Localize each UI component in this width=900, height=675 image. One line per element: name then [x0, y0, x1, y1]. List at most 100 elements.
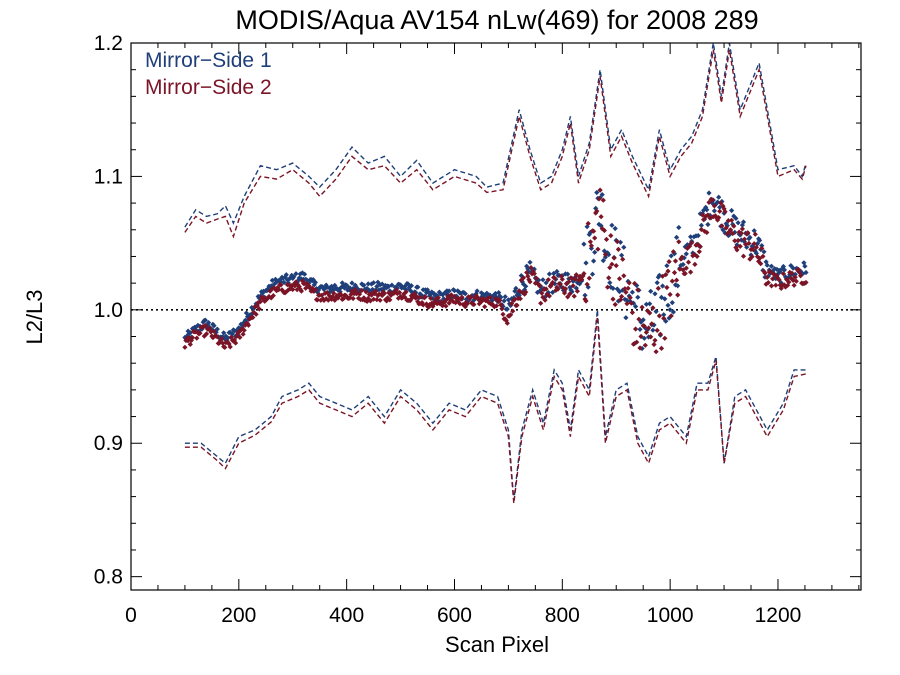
legend-entry-2: Mirror−Side 2: [145, 76, 272, 99]
data-point: [648, 334, 654, 340]
data-point: [387, 297, 393, 303]
data-point: [702, 228, 708, 234]
data-point: [759, 245, 765, 251]
data-point: [633, 303, 639, 310]
data-point: [220, 334, 226, 340]
data-point: [474, 288, 480, 294]
data-point: [758, 261, 764, 267]
data-point: [762, 270, 768, 276]
data-point: [790, 277, 796, 283]
data-point: [260, 290, 266, 296]
data-point: [571, 293, 577, 299]
data-point: [242, 322, 248, 328]
data-point: [290, 275, 296, 281]
data-point: [363, 289, 369, 295]
data-point: [412, 291, 418, 297]
data-point: [572, 276, 578, 282]
data-point: [208, 329, 214, 335]
data-point: [419, 300, 425, 306]
data-point: [657, 331, 663, 337]
data-point: [704, 229, 710, 236]
data-point: [497, 297, 503, 303]
data-point: [675, 283, 681, 289]
data-point: [643, 301, 649, 307]
data-point: [267, 288, 273, 294]
data-point: [263, 297, 269, 303]
data-point: [493, 303, 500, 309]
data-point: [729, 207, 735, 214]
data-point: [332, 297, 338, 303]
series-1-upper-line: [184, 43, 807, 228]
data-point: [275, 285, 281, 291]
data-point: [436, 289, 442, 295]
data-point: [278, 282, 284, 288]
data-point: [729, 217, 735, 223]
x-axis-label: Scan Pixel: [445, 632, 549, 657]
data-point: [284, 277, 290, 283]
data-point: [723, 225, 729, 231]
data-point: [447, 297, 453, 303]
data-point: [566, 276, 572, 282]
data-point: [786, 279, 792, 285]
data-point: [193, 329, 199, 335]
data-point: [299, 278, 305, 284]
data-point: [609, 261, 615, 267]
data-point: [777, 269, 783, 275]
data-point: [278, 279, 284, 285]
data-point: [759, 243, 765, 249]
data-point: [323, 282, 329, 288]
data-point: [443, 303, 449, 309]
data-point: [724, 231, 730, 237]
data-point: [470, 293, 476, 299]
data-point: [374, 297, 380, 303]
data-point: [530, 269, 536, 275]
data-point: [632, 280, 638, 287]
data-point: [567, 291, 573, 297]
data-point: [403, 289, 409, 295]
data-point: [372, 291, 378, 297]
data-point: [332, 282, 338, 288]
data-point: [600, 258, 606, 264]
data-point: [505, 297, 511, 303]
data-point: [738, 230, 744, 236]
data-point: [371, 280, 377, 286]
data-point: [304, 281, 310, 287]
data-point: [658, 294, 665, 300]
data-point: [745, 230, 751, 236]
data-point: [624, 297, 630, 303]
data-point: [409, 295, 415, 301]
data-point: [743, 241, 749, 247]
data-point: [477, 296, 483, 302]
data-point: [365, 281, 371, 287]
data-point: [214, 326, 220, 332]
data-point: [214, 334, 220, 340]
data-point: [671, 270, 678, 276]
y-tick-label: 1.2: [94, 32, 123, 55]
data-point: [468, 294, 474, 300]
data-point: [598, 223, 604, 229]
data-point: [522, 291, 528, 297]
data-point: [240, 331, 246, 337]
data-point: [706, 199, 712, 205]
data-point: [357, 291, 363, 297]
data-point: [749, 254, 755, 260]
data-point: [385, 295, 391, 301]
data-point: [290, 286, 296, 293]
data-point: [751, 241, 757, 247]
data-point: [299, 270, 305, 276]
data-point: [542, 297, 548, 303]
data-point: [187, 341, 193, 347]
data-point: [649, 321, 655, 327]
series-2-upper-line: [184, 49, 807, 239]
data-point: [200, 324, 206, 330]
data-point: [361, 295, 367, 301]
data-point: [725, 218, 731, 224]
data-point: [662, 335, 668, 341]
data-point: [566, 279, 572, 285]
data-point: [597, 187, 603, 193]
data-point: [236, 329, 242, 335]
data-point: [660, 283, 666, 289]
data-point: [692, 261, 698, 267]
data-point: [580, 273, 586, 279]
data-point: [426, 304, 432, 310]
